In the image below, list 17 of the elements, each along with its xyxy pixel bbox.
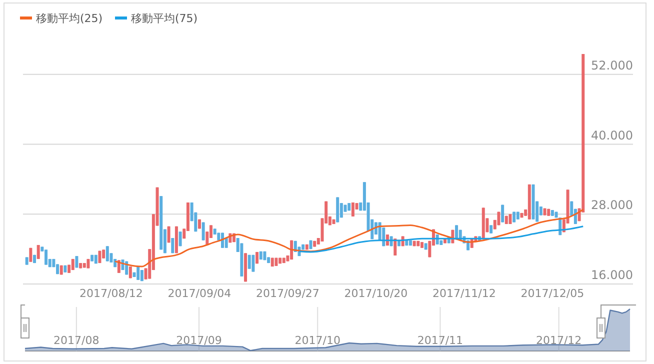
x-tick-label: 2017/09/27 bbox=[256, 287, 320, 300]
y-tick-label: 28.000 bbox=[591, 198, 633, 212]
x-tick-label: 2017/08 bbox=[54, 334, 100, 347]
x-tick-label: 2017/08/12 bbox=[80, 287, 143, 300]
x-tick-label: 2017/12 bbox=[536, 334, 582, 347]
legend-label: 移動平均(75) bbox=[131, 12, 198, 25]
y-tick-label: 40.000 bbox=[591, 128, 633, 142]
x-tick-label: 2017/11/12 bbox=[432, 287, 496, 300]
x-tick-label: 2017/10/20 bbox=[344, 287, 408, 300]
x-tick-label: 2017/12/05 bbox=[520, 287, 584, 300]
y-tick-label: 52.000 bbox=[591, 58, 633, 72]
x-tick-label: 2017/11 bbox=[417, 334, 464, 347]
y-tick-label: 16.000 bbox=[591, 268, 633, 282]
legend-label: 移動平均(25) bbox=[36, 12, 103, 25]
x-tick-label: 2017/09/04 bbox=[168, 287, 232, 300]
x-tick-label: 2017/09 bbox=[176, 334, 222, 347]
x-tick-label: 2017/10 bbox=[294, 334, 340, 347]
